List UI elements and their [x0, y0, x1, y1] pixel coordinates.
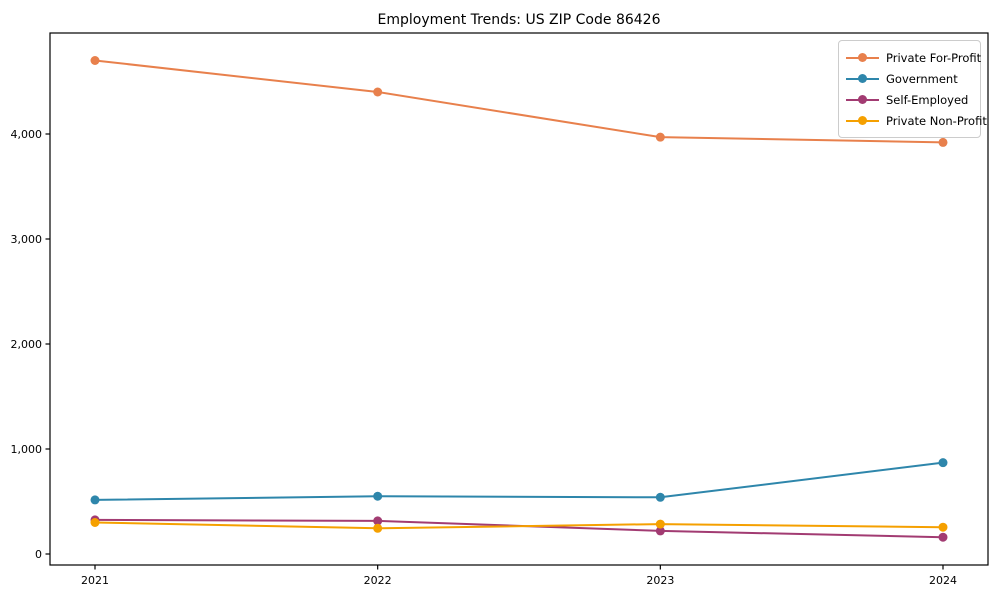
series-line-government: [94, 461, 944, 501]
series-line-self-employed: [94, 518, 944, 539]
y-tick-label: 1,000: [11, 443, 43, 456]
data-point-marker: [373, 523, 383, 533]
legend-label: Private For-Profit: [886, 50, 982, 65]
data-point-marker: [655, 492, 665, 502]
data-point-marker: [938, 532, 948, 542]
y-tick-label: 0: [35, 548, 42, 561]
legend-label: Private Non-Profit: [886, 113, 987, 128]
legend-label: Self-Employed: [886, 92, 969, 107]
data-point-marker: [655, 132, 665, 142]
data-point-marker: [373, 516, 383, 526]
x-tick-label: 2021: [81, 574, 109, 587]
legend-marker-dot: [858, 53, 867, 62]
legend-swatch-icon: [846, 95, 879, 104]
x-tick-label: 2022: [364, 574, 392, 587]
data-point-marker: [938, 458, 948, 468]
y-tick-label: 3,000: [11, 233, 43, 246]
legend-label: Government: [886, 71, 958, 86]
data-point-marker: [90, 495, 100, 505]
legend-swatch-icon: [846, 53, 879, 62]
x-tick-label: 2023: [646, 574, 674, 587]
data-point-marker: [655, 519, 665, 529]
chart-legend: Private For-Profit Government Self-Employe…: [838, 40, 987, 138]
plot-spines: [49, 32, 989, 566]
chart-title: Employment Trends: US ZIP Code 86426: [377, 12, 661, 28]
legend-marker-dot: [858, 116, 867, 125]
series-line-private-non-profit: [94, 521, 944, 530]
y-tick-label: 2,000: [11, 338, 43, 351]
series-line-private-for-profit: [94, 59, 944, 144]
data-point-marker: [655, 526, 665, 536]
legend-item-self-employed: Self-Employed: [846, 89, 972, 110]
x-tick-label: 2024: [929, 574, 957, 587]
legend-swatch-icon: [846, 116, 879, 125]
data-point-marker: [373, 87, 383, 97]
data-point-marker: [938, 522, 948, 532]
legend-item-private-non-profit: Private Non-Profit: [846, 110, 987, 131]
legend-marker-dot: [858, 95, 867, 104]
data-point-marker: [373, 491, 383, 501]
legend-swatch-icon: [846, 74, 879, 83]
data-point-marker: [938, 137, 948, 147]
legend-item-private-for-profit: Private For-Profit: [846, 47, 981, 68]
legend-marker-dot: [858, 74, 867, 83]
y-tick-label: 4,000: [11, 128, 43, 141]
data-point-marker: [90, 518, 100, 527]
data-point-marker: [90, 56, 100, 65]
legend-item-government: Government: [846, 68, 972, 89]
